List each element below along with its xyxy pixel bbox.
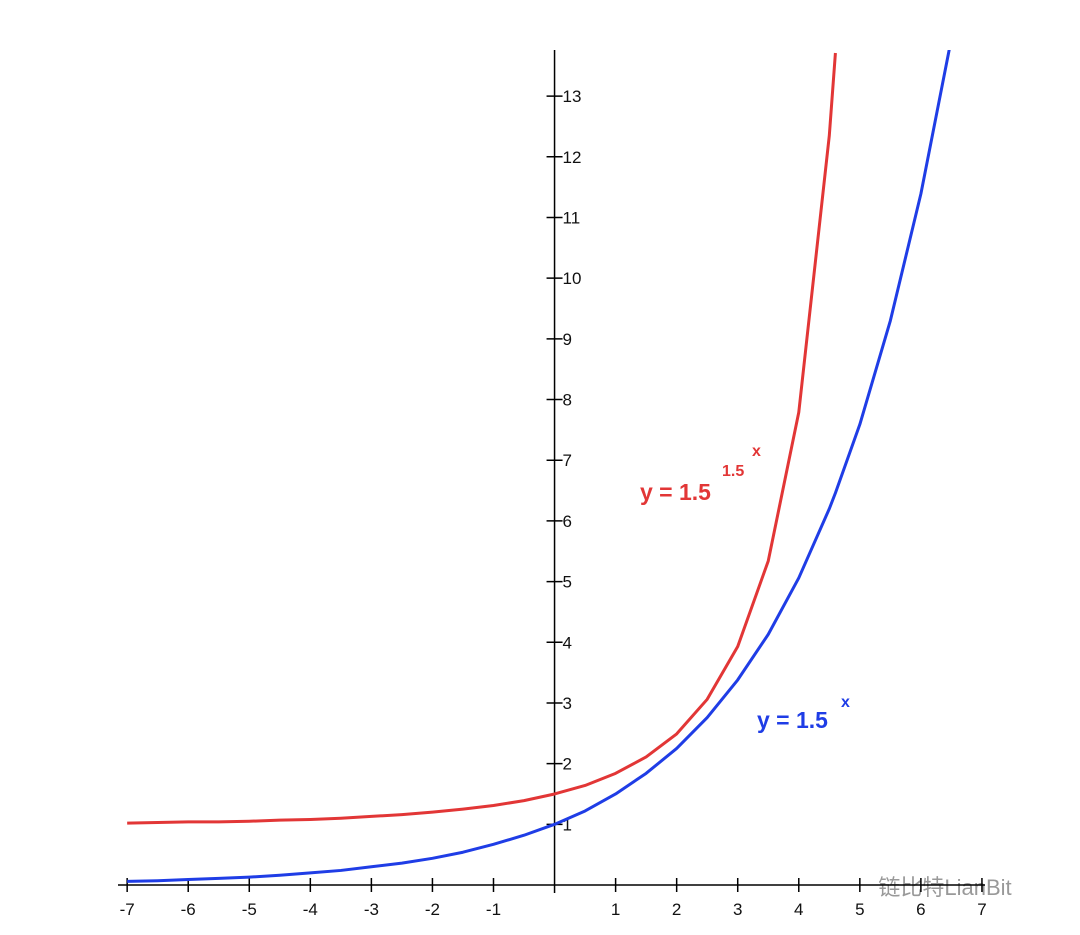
plot-area: [127, 50, 951, 883]
annotation-sup: x: [752, 443, 761, 460]
annotation-sup: 1.5: [722, 463, 744, 480]
watermark: 链比特LianBit: [878, 875, 1011, 900]
y-tick-label: 12: [563, 148, 582, 167]
x-tick-label: 5: [855, 900, 864, 919]
y-tick-label: 3: [563, 694, 572, 713]
annotation: y = 1.5: [757, 707, 828, 733]
x-tick-label: 7: [977, 900, 986, 919]
x-tick-label: -3: [364, 900, 379, 919]
y-tick-label: 6: [563, 512, 572, 531]
x-tick-label: -2: [425, 900, 440, 919]
y-tick-label: 7: [563, 451, 572, 470]
x-tick-label: -1: [486, 900, 501, 919]
x-tick-label: -5: [242, 900, 257, 919]
curve: [127, 50, 951, 883]
x-tick-label: 4: [794, 900, 803, 919]
x-tick-label: 6: [916, 900, 925, 919]
annotation-sup: x: [841, 694, 850, 711]
y-tick-label: 5: [563, 573, 572, 592]
y-tick-label: 1: [563, 815, 572, 834]
y-tick-label: 2: [563, 755, 572, 774]
x-tick-label: 2: [672, 900, 681, 919]
y-tick-label: 8: [563, 391, 572, 410]
y-tick-label: 11: [563, 208, 581, 227]
x-tick-label: 1: [611, 900, 620, 919]
x-tick-label: -4: [303, 900, 318, 919]
y-tick-label: 13: [563, 87, 582, 106]
x-tick-label: 3: [733, 900, 742, 919]
y-tick-label: 9: [563, 330, 572, 349]
curve: [127, 52, 837, 825]
x-tick-label: -6: [181, 900, 196, 919]
y-tick-label: 4: [563, 633, 572, 652]
x-tick-label: -7: [120, 900, 135, 919]
annotation: y = 1.5: [640, 479, 711, 505]
y-tick-label: 10: [563, 269, 582, 288]
